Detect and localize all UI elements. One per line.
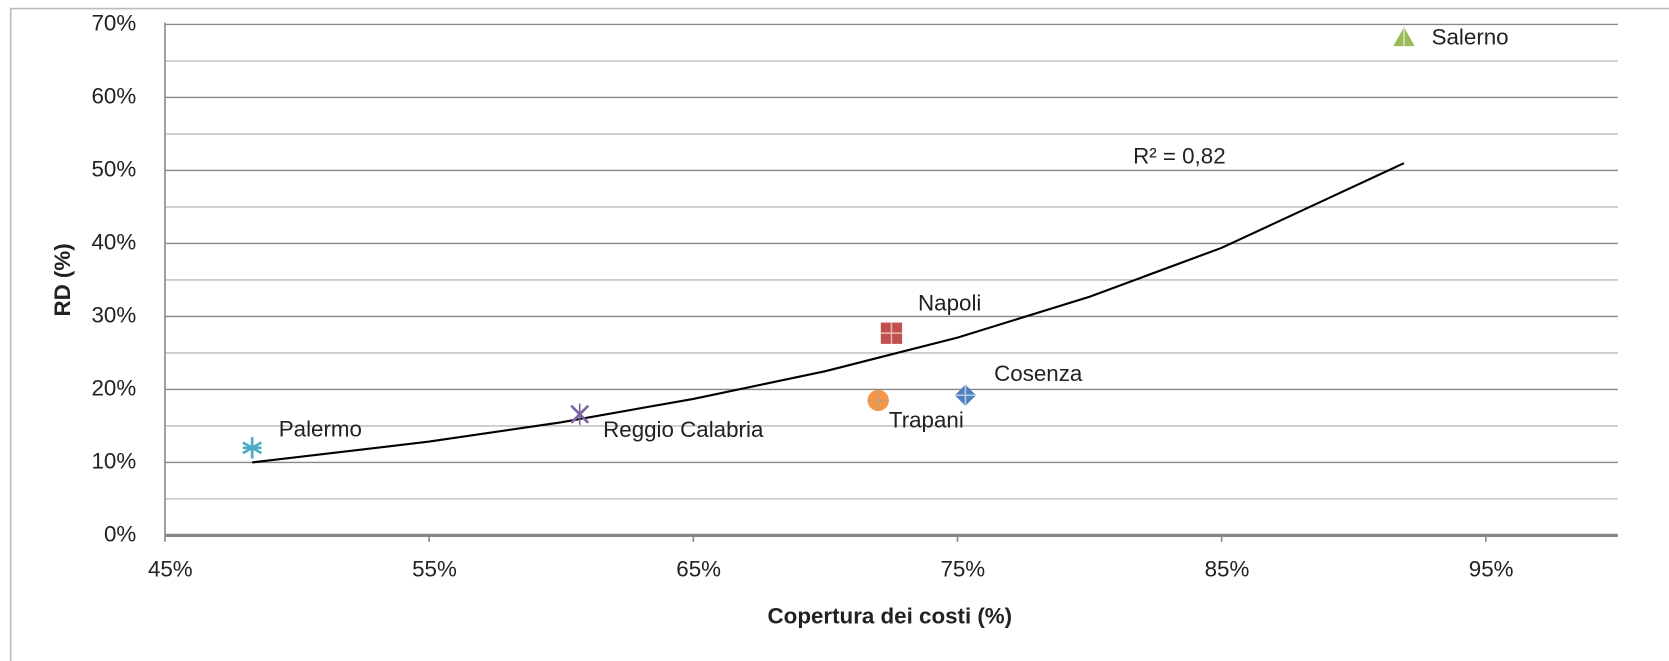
x-tick-label: 85% [1205, 556, 1250, 581]
point-label: Palermo [279, 417, 362, 442]
y-tick-label: 0% [104, 521, 136, 546]
point-label: Salerno [1432, 25, 1509, 50]
chart-frame [9, 7, 1669, 661]
x-axis-title: Copertura dei costi (%) [768, 603, 1013, 628]
y-axis-title: RD (%) [50, 243, 75, 316]
x-tick-label: 95% [1469, 556, 1514, 581]
trendline [252, 162, 1405, 464]
marker [880, 322, 903, 344]
y-tick-label: 70% [92, 10, 137, 35]
y-tick-label: 40% [92, 229, 137, 254]
marker [954, 384, 977, 406]
marker [570, 403, 590, 425]
y-tick-label: 30% [92, 302, 137, 327]
r-squared-annotation: R² = 0,82 [1133, 143, 1226, 168]
x-tick-label: 55% [412, 556, 457, 581]
y-tick-label: 60% [92, 83, 137, 108]
marker [242, 437, 263, 459]
point-label: Reggio Calabria [603, 417, 764, 442]
point-label: Napoli [918, 290, 981, 315]
y-tick-label: 10% [92, 448, 137, 473]
x-tick-label: 45% [148, 556, 193, 581]
y-tick-label: 20% [92, 375, 137, 400]
x-tick-label: 75% [940, 556, 985, 581]
y-tick-label: 50% [92, 156, 137, 181]
point-label: Cosenza [994, 361, 1083, 386]
x-tick-label: 65% [676, 556, 721, 581]
point-label: Trapani [889, 408, 964, 433]
marker [1393, 26, 1415, 47]
marker [867, 389, 889, 412]
